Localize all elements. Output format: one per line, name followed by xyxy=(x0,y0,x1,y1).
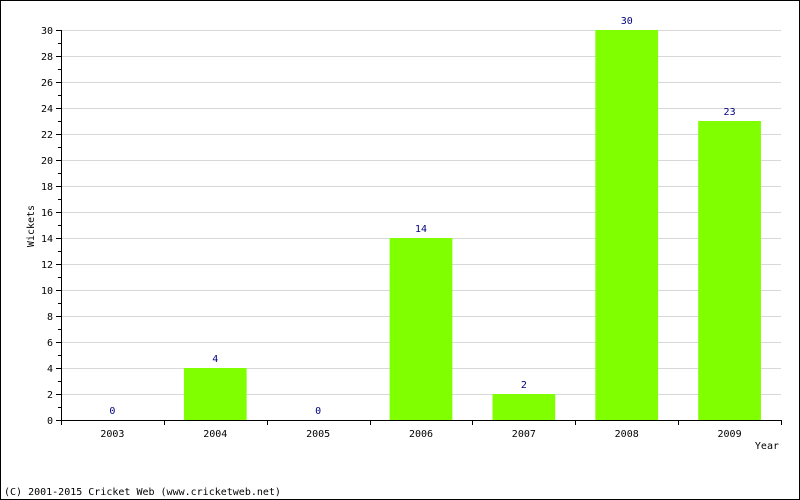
y-tick-label: 8 xyxy=(47,312,53,323)
copyright-text: (C) 2001-2015 Cricket Web (www.cricketwe… xyxy=(4,487,281,498)
y-tick-label: 4 xyxy=(47,364,53,375)
data-label: 30 xyxy=(621,16,633,27)
bar xyxy=(492,394,556,420)
y-tick-label: 12 xyxy=(41,260,53,271)
x-tick-label: 2006 xyxy=(409,429,433,440)
x-tick-label: 2004 xyxy=(203,429,227,440)
bar xyxy=(389,238,453,420)
data-label: 14 xyxy=(415,224,427,235)
x-tick-label: 2008 xyxy=(615,429,639,440)
labels: 0246810121416182022242628300200342004020… xyxy=(41,16,742,440)
data-label: 23 xyxy=(724,107,736,118)
bar xyxy=(698,121,761,420)
y-tick-label: 16 xyxy=(41,208,53,219)
bar xyxy=(595,30,659,420)
y-tick-label: 20 xyxy=(41,156,53,167)
bar xyxy=(183,368,247,420)
y-tick-label: 26 xyxy=(41,78,53,89)
y-tick-label: 0 xyxy=(47,416,53,427)
y-tick-label: 24 xyxy=(41,104,53,115)
y-tick-label: 18 xyxy=(41,182,53,193)
data-label: 2 xyxy=(521,380,527,391)
y-tick-label: 10 xyxy=(41,286,53,297)
x-tick-label: 2009 xyxy=(718,429,742,440)
x-tick-label: 2007 xyxy=(512,429,536,440)
y-tick-label: 30 xyxy=(41,26,53,37)
y-tick-label: 2 xyxy=(47,390,53,401)
data-label: 0 xyxy=(109,406,115,417)
y-tick-label: 28 xyxy=(41,52,53,63)
data-label: 0 xyxy=(315,406,321,417)
x-tick-label: 2003 xyxy=(100,429,124,440)
data-label: 4 xyxy=(212,354,218,365)
y-tick-label: 6 xyxy=(47,338,53,349)
y-tick-label: 22 xyxy=(41,130,53,141)
grid-lines xyxy=(61,30,781,395)
y-axis-label: Wickets xyxy=(26,205,37,247)
y-tick-label: 14 xyxy=(41,234,53,245)
axes xyxy=(56,30,782,425)
x-axis-label: Year xyxy=(755,441,779,452)
bars xyxy=(183,30,761,420)
x-tick-label: 2005 xyxy=(306,429,330,440)
